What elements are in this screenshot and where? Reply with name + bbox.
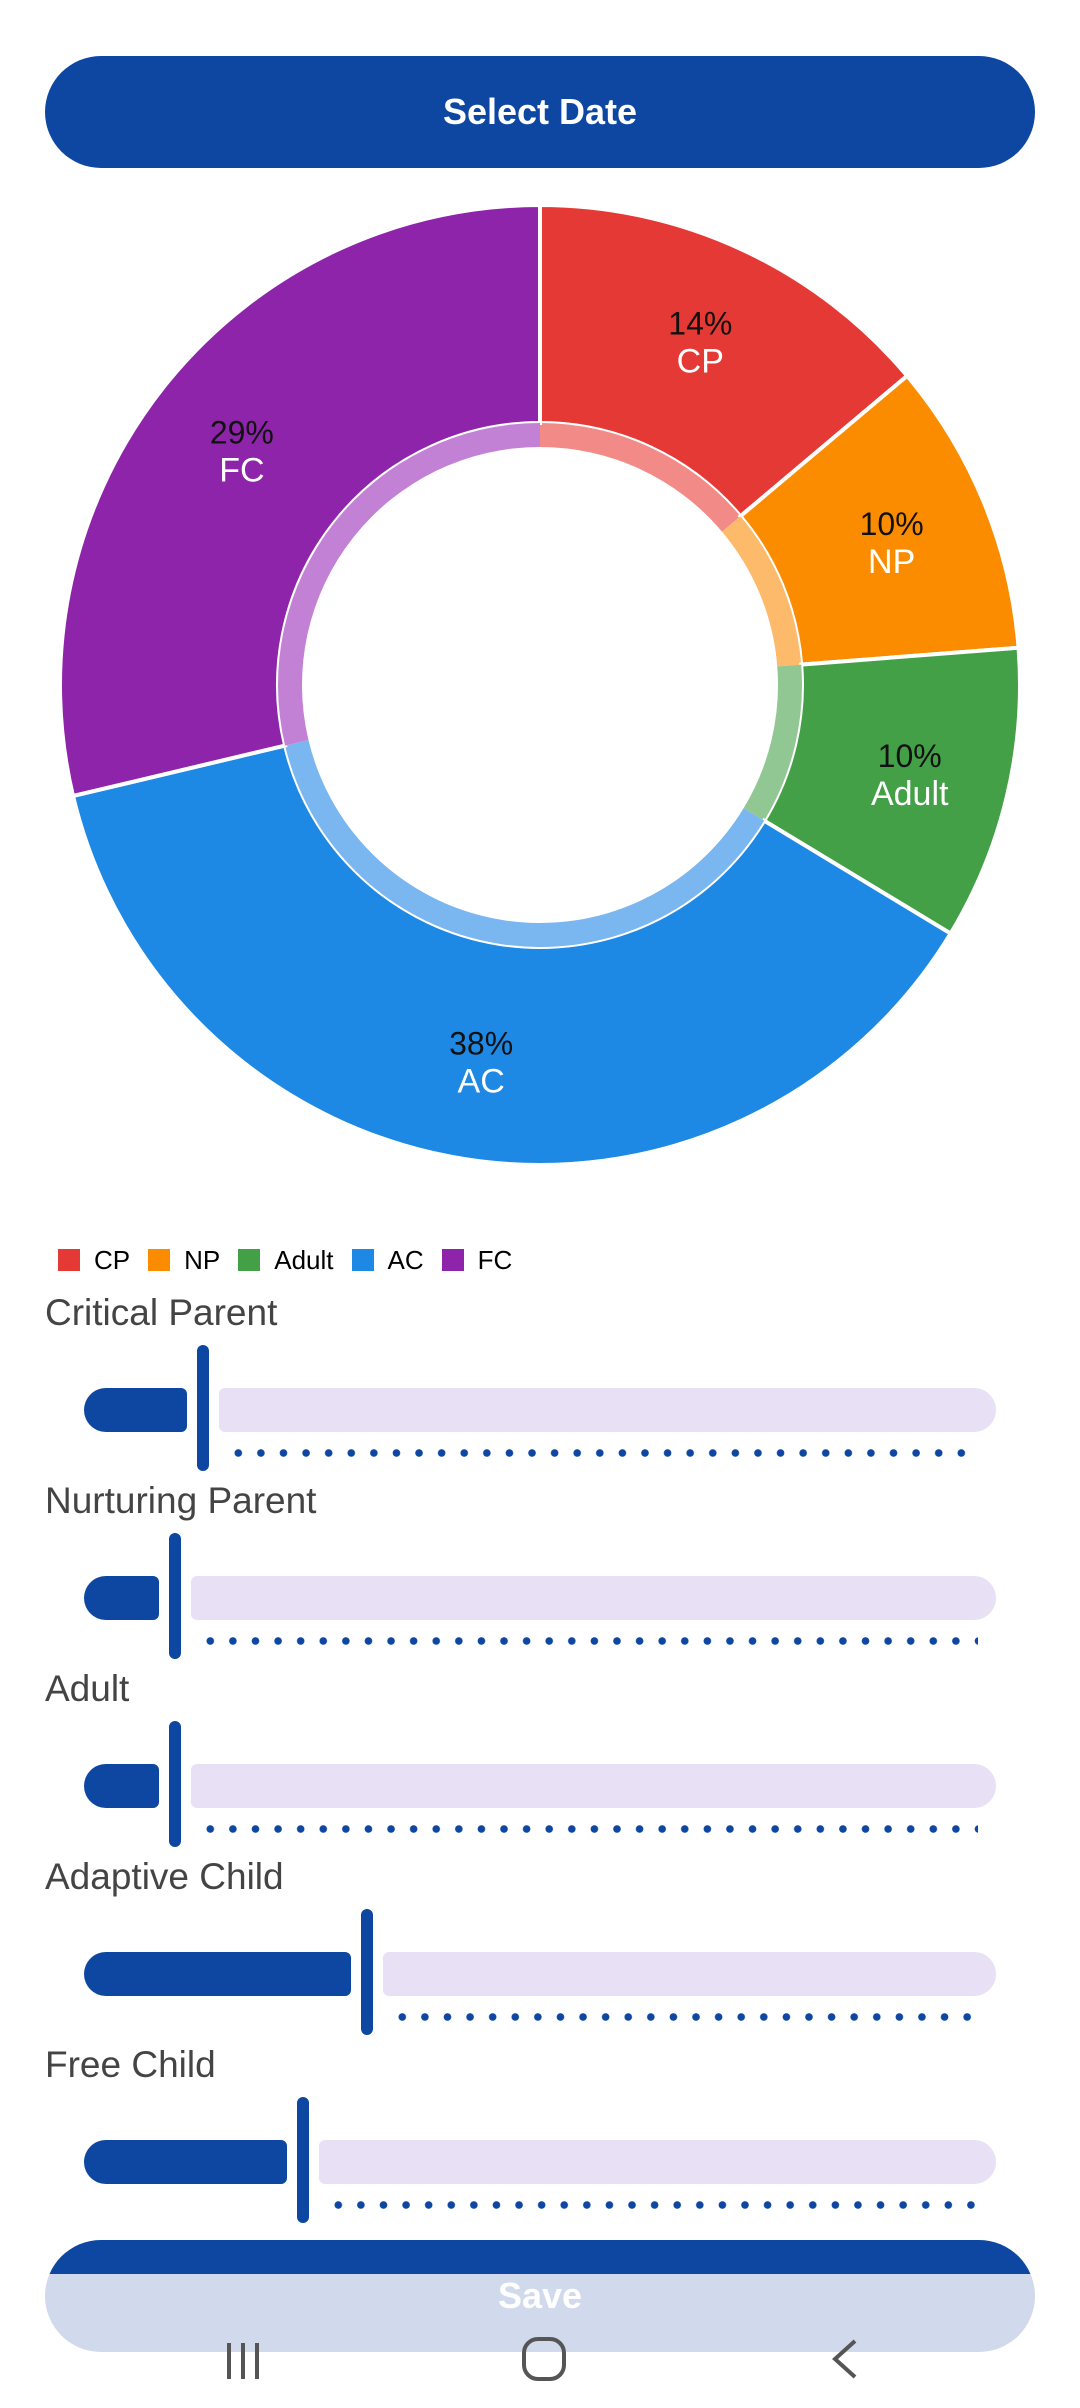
adult-label: Adult [45,1668,130,1709]
slice-name-label-fc: FC [219,451,264,489]
recent-apps-icon[interactable] [183,2310,303,2408]
slice-percent-label-ac: 38% [449,1025,513,1061]
slider-inactive-track [383,1952,996,2021]
legend-label-adult: Adult [274,1244,334,1275]
slider-active-track [84,1576,159,1645]
slider-active-track [84,1764,159,1833]
slice-name-label-ac: AC [458,1062,505,1100]
legend-item-adult: Adult [238,1244,334,1276]
adaptive-child-slider[interactable] [84,1909,996,2035]
slider-thumb[interactable] [361,1909,373,2035]
legend-item-ac: AC [351,1244,424,1276]
slice-percent-label-np: 10% [860,506,924,542]
slider-active-track [84,1388,187,1457]
legend-swatch-np [148,1249,171,1271]
legend-label-ac: AC [387,1244,424,1275]
critical-parent-slider[interactable] [84,1345,996,1471]
nurturing-parent-slider[interactable] [84,1533,996,1659]
adaptive-child-label: Adaptive Child [45,1856,284,1897]
slider-inactive-track [219,1388,996,1457]
slice-inner-adult [743,664,802,821]
slice-percent-label-adult: 10% [878,738,942,774]
legend-swatch-cp [58,1249,80,1271]
legend-label-fc: FC [477,1244,513,1275]
free-child-label: Free Child [45,2044,216,2085]
slice-inner-np [722,516,802,667]
slider-active-track [84,2140,287,2209]
slider-active-track [84,1952,351,2021]
legend-item-fc: FC [441,1244,513,1276]
slice-inner-cp [540,423,741,532]
home-icon[interactable] [484,2310,604,2408]
slider-thumb[interactable] [169,1533,181,1659]
legend-item-np: NP [148,1245,220,1276]
slice-percent-label-fc: 29% [210,414,274,450]
slice-name-label-adult: Adult [871,775,949,813]
legend-swatch-fc [441,1249,464,1271]
free-child-slider[interactable] [84,2097,996,2223]
slider-thumb[interactable] [297,2097,309,2223]
legend-swatch-ac [351,1249,374,1271]
system-navigation-bar [0,2310,1080,2408]
slice-inner-ac [285,740,765,948]
slider-inactive-track [191,1576,996,1645]
legend-item-cp: CP [58,1245,130,1276]
save-button[interactable]: Save [45,2240,1035,2352]
back-icon[interactable] [785,2310,905,2408]
slice-name-label-cp: CP [677,342,724,380]
critical-parent-label: Critical Parent [45,1292,278,1333]
legend-swatch-adult [238,1249,261,1271]
slice-percent-label-cp: 14% [668,305,732,341]
select-date-button[interactable]: Select Date [45,56,1035,168]
legend-label-np: NP [184,1244,221,1275]
slider-thumb[interactable] [197,1345,209,1471]
nurturing-parent-label: Nurturing Parent [45,1480,317,1521]
slider-inactive-track [191,1764,996,1833]
slice-name-label-np: NP [868,543,915,581]
legend-label-cp: CP [94,1244,131,1275]
adult-slider[interactable] [84,1721,996,1847]
slider-thumb[interactable] [169,1721,181,1847]
chart-legend: CP NP Adult AC FC [58,1245,530,1275]
save-button-container[interactable]: Save [45,2240,1035,2352]
slider-inactive-track [319,2140,996,2209]
